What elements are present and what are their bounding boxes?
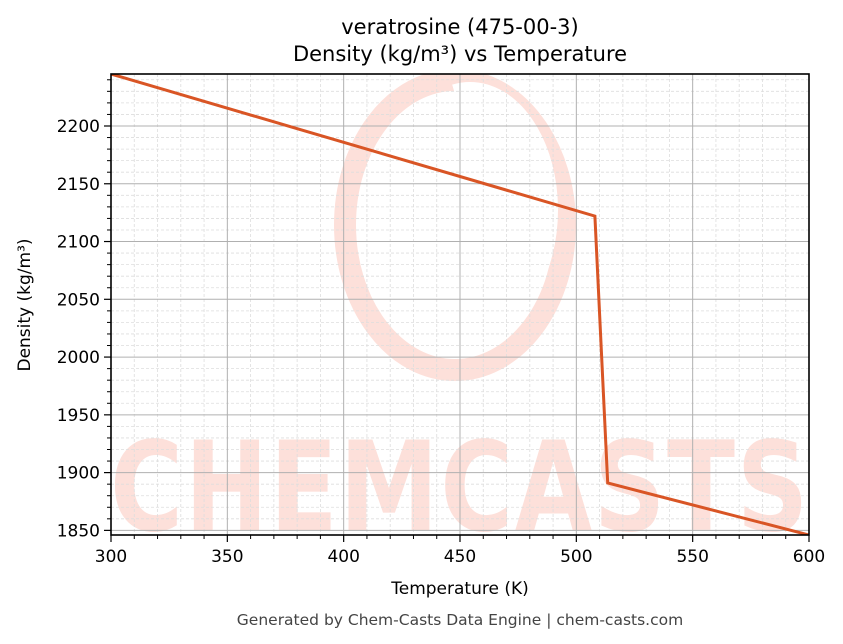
x-tick-label: 300 [95, 547, 127, 567]
watermark-ring-icon [334, 74, 576, 381]
y-tick-label: 2050 [57, 290, 100, 310]
x-tick-label: 450 [444, 547, 476, 567]
y-tick-label: 1950 [57, 406, 100, 426]
y-tick-label: 2150 [57, 175, 100, 195]
y-axis-label: Density (kg/m³) [15, 238, 35, 371]
y-tick-label: 1900 [57, 464, 100, 484]
x-tick-label: 600 [793, 547, 825, 567]
density-line [111, 74, 809, 535]
y-axis: 1850 1900 1950 2000 2050 2100 2150 2200 [57, 79, 111, 541]
watermark-ring-cut [382, 82, 558, 338]
plot-area: CHEMCASTS [110, 73, 810, 536]
y-tick-label: 2100 [57, 233, 100, 253]
x-tick-label: 400 [327, 547, 359, 567]
footer-credit: Generated by Chem-Casts Data Engine | ch… [237, 611, 683, 629]
y-tick-label: 2000 [57, 348, 100, 368]
x-tick-label: 500 [560, 547, 592, 567]
x-axis: 300 350 400 450 500 550 600 [95, 535, 825, 567]
y-tick-label: 1850 [57, 521, 100, 541]
chart-subtitle: Density (kg/m³) vs Temperature [293, 42, 627, 66]
x-axis-label: Temperature (K) [390, 579, 529, 599]
y-tick-label: 2200 [57, 117, 100, 137]
chart-title: veratrosine (475-00-3) [341, 15, 579, 39]
x-tick-label: 350 [211, 547, 243, 567]
x-tick-label: 550 [676, 547, 708, 567]
